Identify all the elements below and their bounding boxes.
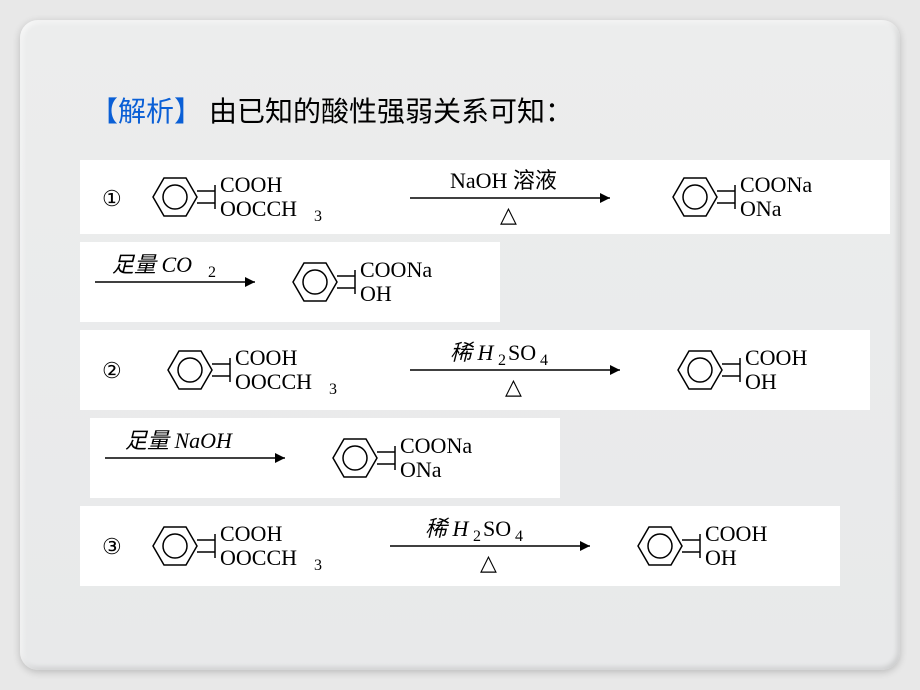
product-3-bot: OH [705, 545, 737, 570]
reactant-1-bot: OOCCH [220, 196, 297, 221]
reaction-2b: 足量 NaOH COONa ONa [90, 418, 560, 498]
reactant-2-bot: OOCCH [235, 369, 312, 394]
circled-2: ② [102, 358, 122, 383]
product-2b-top: COONa [400, 433, 472, 458]
reaction-3: ③ COOH OOCCH 3 稀 H 2 SO 4 △ [80, 506, 840, 586]
arrow-3-top-sub: 2 [473, 528, 481, 545]
reactant-1-bot-sub: 3 [314, 208, 322, 225]
benzene-product-2b [333, 439, 395, 477]
reactant-2-top: COOH [235, 345, 297, 370]
arrow-1-top: NaOH 溶液 [450, 168, 557, 193]
title-line: 【解析】 由已知的酸性强弱关系可知： [90, 90, 850, 130]
arrow-2-top2: SO [508, 340, 536, 365]
reaction-2: ② COOH OOCCH 3 稀 H 2 SO 4 △ [80, 330, 870, 410]
reaction-1b: 足量 CO 2 COONa OH [80, 242, 500, 322]
reactant-3-top: COOH [220, 521, 282, 546]
arrow-3-top: 稀 H [425, 516, 470, 541]
product-3-top: COOH [705, 521, 767, 546]
reaction-1b-svg: 足量 CO 2 COONa OH [80, 242, 500, 322]
arrow-1-tri: △ [500, 202, 517, 227]
title-text: 由已知的酸性强弱关系可知： [202, 97, 573, 128]
circled-1: ① [102, 186, 122, 211]
reactant-1-top: COOH [220, 172, 282, 197]
product-1b-top: COONa [360, 257, 432, 282]
reaction-3-svg: ③ COOH OOCCH 3 稀 H 2 SO 4 △ [80, 506, 840, 586]
benzene-product-1b [293, 263, 355, 301]
benzene-reactant-2 [168, 351, 230, 389]
reaction-2b-svg: 足量 NaOH COONa ONa [90, 418, 560, 498]
benzene-reactant-3 [153, 527, 215, 565]
arrow-1: NaOH 溶液 △ [410, 168, 610, 227]
arrow-2-top-sub: 2 [498, 352, 506, 369]
reaction-2-svg: ② COOH OOCCH 3 稀 H 2 SO 4 △ [80, 330, 870, 410]
benzene-product-3 [638, 527, 700, 565]
reaction-1-svg: ① COOH OOCCH 3 NaOH 溶液 △ [80, 160, 890, 234]
reactant-2-bot-sub: 3 [329, 381, 337, 398]
reactant-3-bot-sub: 3 [314, 557, 322, 574]
arrow-3-tri: △ [480, 550, 497, 575]
circled-3: ③ [102, 534, 122, 559]
arrow-2b: 足量 NaOH [105, 428, 285, 463]
arrow-1b: 足量 CO 2 [95, 252, 255, 287]
benzene-reactant-1 [153, 178, 215, 216]
arrow-3-top2: SO [483, 516, 511, 541]
reaction-1: ① COOH OOCCH 3 NaOH 溶液 △ [80, 160, 890, 234]
arrow-2-top: 稀 H [450, 340, 495, 365]
arrow-2b-top: 足量 NaOH [125, 428, 233, 453]
benzene-product-1 [673, 178, 735, 216]
product-2b-bot: ONa [400, 457, 442, 482]
analysis-label: 【解析】 [90, 97, 202, 128]
arrow-2: 稀 H 2 SO 4 △ [410, 340, 620, 399]
product-1-bot: ONa [740, 196, 782, 221]
product-2-top: COOH [745, 345, 807, 370]
product-1b-bot: OH [360, 281, 392, 306]
slide: 【解析】 由已知的酸性强弱关系可知： ① COOH OOCCH 3 NaOH 溶… [20, 20, 900, 670]
benzene-product-2 [678, 351, 740, 389]
product-1-top: COONa [740, 172, 812, 197]
arrow-2-tri: △ [505, 374, 522, 399]
reactant-3-bot: OOCCH [220, 545, 297, 570]
arrow-3: 稀 H 2 SO 4 △ [390, 516, 590, 575]
arrow-3-top-sub2: 4 [515, 528, 523, 545]
arrow-1b-top: 足量 CO [112, 252, 192, 277]
product-2-bot: OH [745, 369, 777, 394]
arrow-2-top-sub2: 4 [540, 352, 548, 369]
arrow-1b-top-sub: 2 [208, 264, 216, 281]
